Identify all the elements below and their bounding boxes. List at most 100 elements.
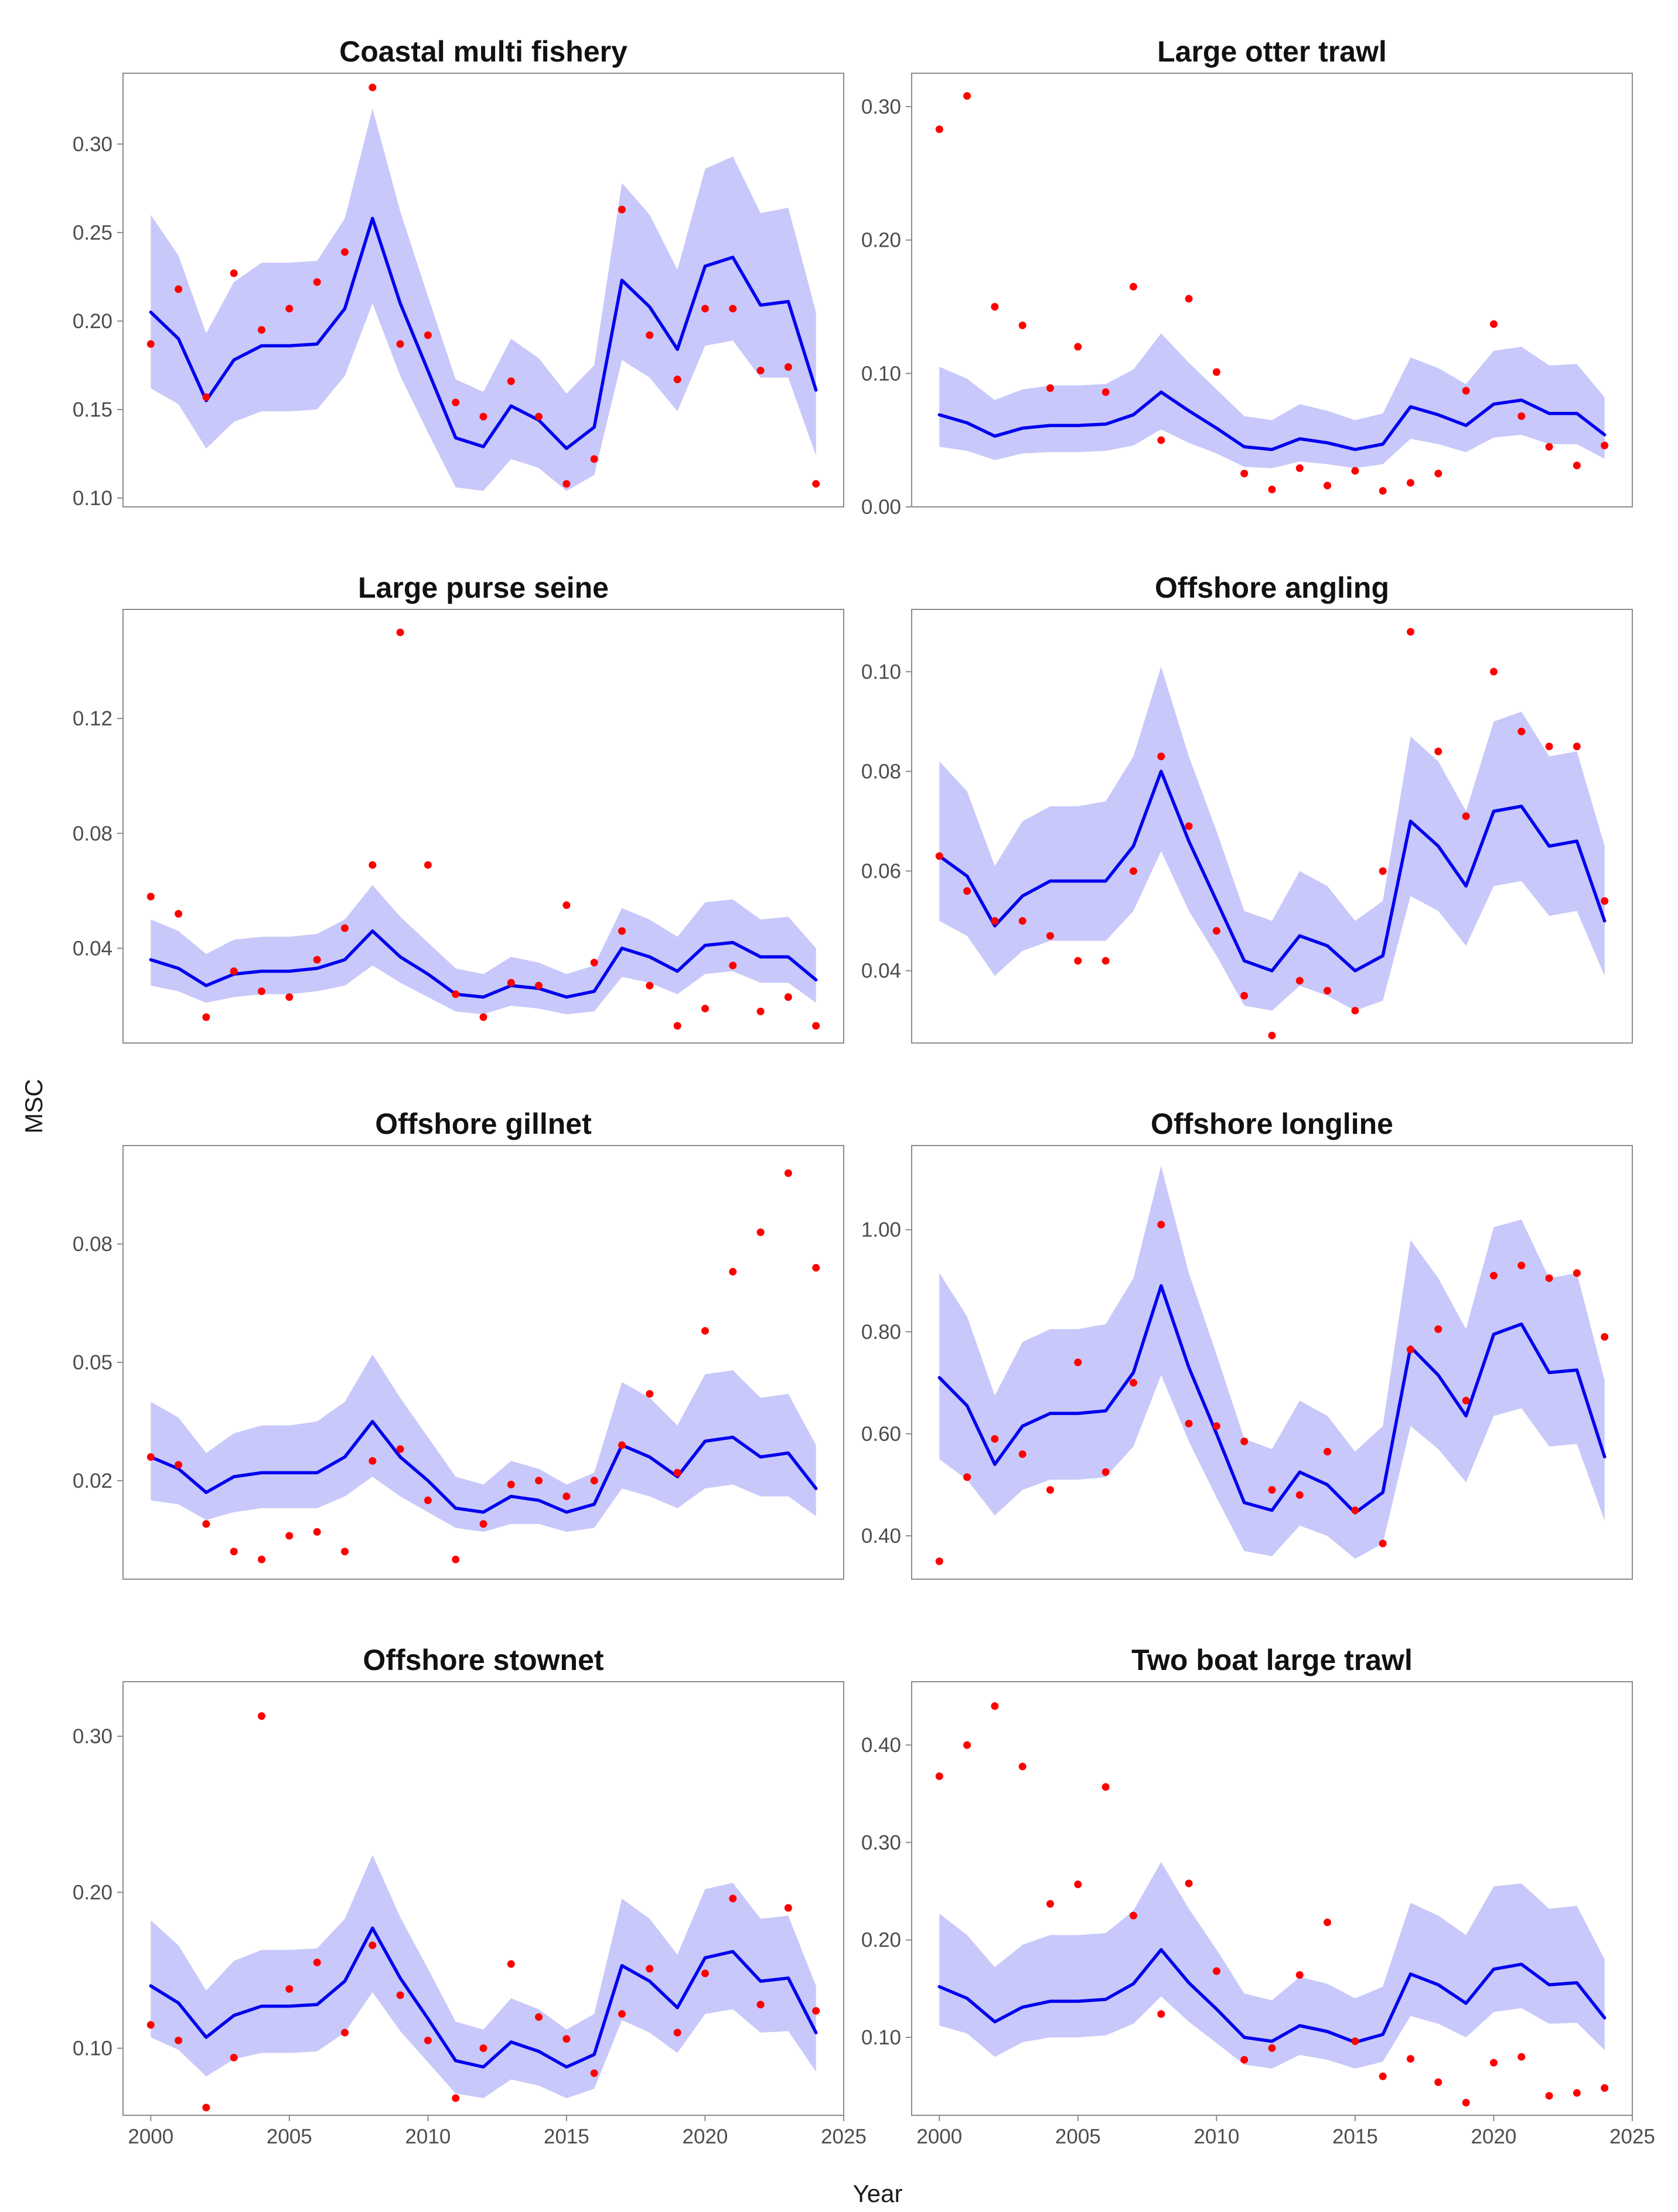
y-tick-label: 0.30 xyxy=(73,1725,112,1748)
y-tick-label: 0.20 xyxy=(73,1881,112,1904)
chart-title: Offshore gillnet xyxy=(375,1107,592,1140)
observed-point xyxy=(590,455,598,463)
observed-point xyxy=(963,1741,971,1749)
observed-point xyxy=(146,892,155,901)
observed-point xyxy=(341,2029,349,2037)
observed-point xyxy=(479,2044,487,2052)
observed-point xyxy=(424,331,432,339)
y-tick-label: 1.00 xyxy=(861,1219,901,1242)
y-tick-label: 0.80 xyxy=(861,1321,901,1344)
chart-title: Large otter trawl xyxy=(1157,35,1387,68)
observed-point xyxy=(562,1492,571,1501)
observed-point xyxy=(1101,1783,1110,1791)
observed-point xyxy=(1130,867,1137,875)
chart-panel: Large purse seine 0.04 0.08 0.12 xyxy=(73,571,844,1044)
observed-point xyxy=(230,2054,238,2061)
observed-point xyxy=(285,305,294,313)
observed-point xyxy=(1407,2055,1414,2063)
observed-point xyxy=(646,1965,654,1973)
observed-point xyxy=(1545,1274,1553,1282)
observed-point xyxy=(313,278,321,286)
x-tick-label: 2025 xyxy=(821,2125,867,2148)
observed-point xyxy=(1324,1447,1332,1456)
observed-point xyxy=(507,377,515,386)
y-tick-label: 0.08 xyxy=(73,822,112,845)
observed-point xyxy=(535,413,543,421)
observed-point xyxy=(673,376,681,383)
y-axis-title: MSC xyxy=(20,1079,47,1133)
y-tick-label: 0.00 xyxy=(861,496,901,519)
observed-point xyxy=(1490,667,1498,676)
observed-point xyxy=(1407,1345,1414,1354)
chart-panel: Offshore angling 0.04 0.06 0.08 0.10 xyxy=(861,571,1633,1044)
observed-point xyxy=(1351,1507,1359,1514)
observed-point xyxy=(452,398,460,407)
chart-title: Offshore longline xyxy=(1151,1107,1393,1140)
x-tick-label: 2005 xyxy=(267,2125,312,2148)
observed-point xyxy=(784,1904,792,1912)
observed-point xyxy=(935,1772,943,1780)
observed-point xyxy=(963,887,971,895)
observed-point xyxy=(673,1468,681,1477)
observed-point xyxy=(1324,987,1332,995)
observed-point xyxy=(1490,320,1498,328)
observed-point xyxy=(479,413,487,421)
observed-point xyxy=(991,917,999,925)
observed-point xyxy=(562,901,571,909)
observed-point xyxy=(1018,1763,1026,1771)
observed-point xyxy=(396,340,404,348)
observed-point xyxy=(935,1557,943,1565)
observed-point xyxy=(146,1453,155,1461)
observed-point xyxy=(230,1548,238,1556)
observed-point xyxy=(1573,742,1581,751)
confidence-band xyxy=(939,1862,1605,2069)
y-tick-label: 0.20 xyxy=(861,229,901,252)
observed-point xyxy=(1379,487,1387,495)
y-tick-label: 0.10 xyxy=(861,660,901,683)
observed-point xyxy=(175,1461,183,1469)
chart-title: Offshore stownet xyxy=(363,1644,603,1676)
observed-point xyxy=(1212,368,1220,376)
chart-panel: Coastal multi fishery 0.10 0.15 0.20 0.25 0.3… xyxy=(73,35,844,510)
observed-point xyxy=(1268,1031,1276,1039)
observed-point xyxy=(452,1555,460,1563)
observed-point xyxy=(424,861,432,869)
y-tick-label: 0.60 xyxy=(861,1423,901,1446)
observed-point xyxy=(1295,1971,1304,1979)
observed-point xyxy=(756,2000,765,2009)
confidence-band xyxy=(939,333,1605,468)
observed-point xyxy=(1601,897,1609,905)
fitted-line xyxy=(937,1284,1607,1515)
observed-point xyxy=(1517,2053,1526,2061)
observed-point xyxy=(673,2029,681,2037)
observed-point xyxy=(1462,812,1470,820)
observed-point xyxy=(991,303,999,311)
observed-point xyxy=(1295,977,1304,985)
x-tick-label: 2005 xyxy=(1055,2125,1101,2148)
fitted-line xyxy=(149,929,818,999)
observed-point xyxy=(963,92,971,100)
observed-point xyxy=(784,993,792,1001)
observed-point xyxy=(729,962,737,970)
observed-point xyxy=(618,927,626,935)
observed-point xyxy=(1517,412,1526,420)
observed-point xyxy=(1407,479,1414,487)
observed-point xyxy=(1601,441,1609,449)
x-tick-label: 2020 xyxy=(1471,2125,1517,2148)
y-tick-label: 0.04 xyxy=(861,960,901,983)
x-tick-label: 2015 xyxy=(544,2125,589,2148)
observed-point xyxy=(646,331,654,339)
observed-point xyxy=(1212,927,1220,935)
observed-point xyxy=(1434,1325,1442,1333)
observed-point xyxy=(452,2094,460,2102)
observed-point xyxy=(258,1712,265,1720)
observed-point xyxy=(646,1390,654,1398)
observed-point xyxy=(1130,1379,1137,1387)
observed-point xyxy=(1324,482,1332,490)
x-tick-label: 2010 xyxy=(405,2125,451,2148)
chart-panel: Large otter trawl 0.00 0.10 0.20 0.30 xyxy=(861,35,1633,519)
observed-point xyxy=(1101,957,1110,965)
x-tick-label: 2015 xyxy=(1332,2125,1378,2148)
observed-point xyxy=(1324,1918,1332,1927)
observed-point xyxy=(507,1481,515,1488)
